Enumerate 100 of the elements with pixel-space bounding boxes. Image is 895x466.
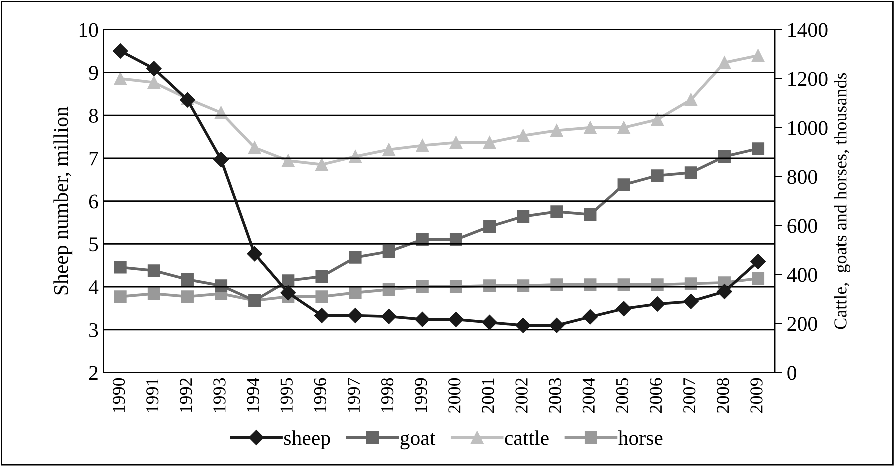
- point: [484, 220, 496, 234]
- y-tick-label: 2: [89, 366, 98, 380]
- point: [181, 273, 194, 286]
- point: [382, 309, 397, 324]
- x-tick-label: 1995: [280, 378, 293, 412]
- point: [618, 178, 630, 192]
- y-tick-label: 5: [90, 238, 98, 252]
- point: [114, 290, 127, 304]
- x-tick-label: 2009: [750, 378, 763, 413]
- y2-tick-label: 0: [788, 366, 796, 380]
- y2-tick-label: 1400: [788, 23, 828, 38]
- point: [752, 272, 765, 285]
- y2-tick-label: 600: [788, 219, 818, 234]
- y-tick-label: 6: [89, 194, 98, 209]
- x-tick-label: 2003: [549, 378, 562, 413]
- point: [280, 285, 296, 301]
- point: [349, 150, 362, 163]
- point: [651, 113, 664, 126]
- point: [416, 139, 429, 152]
- point: [616, 301, 632, 316]
- x-tick-label: 1998: [381, 378, 394, 412]
- x-tick-label: 2001: [482, 378, 494, 413]
- x-tick-label: 1993: [214, 378, 226, 412]
- point: [517, 130, 530, 142]
- x-tick-label: 1996: [314, 378, 326, 412]
- point: [180, 92, 196, 108]
- point: [415, 312, 430, 328]
- y2-tick-label: 1000: [788, 121, 828, 136]
- point: [684, 166, 698, 180]
- x-tick-label: 1999: [415, 378, 428, 412]
- point: [314, 308, 330, 324]
- point: [148, 264, 160, 278]
- legend-label: sheep: [284, 430, 330, 450]
- y-tick-label: 7: [90, 152, 98, 166]
- point: [651, 170, 664, 182]
- point: [717, 284, 732, 300]
- x-tick-label: 2007: [684, 378, 696, 413]
- point: [650, 296, 666, 312]
- legend-label: goat: [400, 433, 436, 450]
- point: [484, 136, 496, 150]
- x-tick-label: 2008: [717, 378, 730, 413]
- x-tick-label: 2005: [616, 378, 629, 413]
- point: [316, 158, 328, 172]
- point: [148, 76, 160, 89]
- point: [482, 315, 498, 330]
- x-tick-label: 1990: [112, 378, 126, 412]
- point: [348, 308, 364, 324]
- x-tick-label: 1994: [247, 378, 260, 412]
- y-tick-label: 3: [90, 323, 98, 338]
- point: [282, 274, 295, 288]
- point: [550, 206, 564, 218]
- y-tick-label: 9: [89, 66, 98, 80]
- x-tick-label: 2006: [650, 378, 662, 413]
- y-tick-label: 10: [80, 23, 98, 38]
- point: [113, 44, 128, 59]
- point: [517, 210, 530, 223]
- point: [181, 290, 194, 304]
- point: [316, 270, 328, 284]
- x-tick-label: 1991: [146, 378, 159, 412]
- point: [316, 290, 328, 304]
- point: [382, 246, 396, 258]
- y2-tick-label: 400: [787, 268, 818, 282]
- point: [382, 144, 396, 156]
- y-tick-label: 4: [88, 280, 99, 294]
- point: [214, 152, 229, 168]
- y2-tick-label: 1200: [788, 72, 828, 86]
- point: [247, 246, 262, 262]
- legend-label: cattle: [505, 430, 549, 446]
- point: [752, 50, 765, 62]
- point: [148, 288, 160, 300]
- point: [282, 154, 295, 168]
- point: [549, 318, 564, 334]
- point: [349, 251, 362, 264]
- x-tick-label: 1997: [348, 378, 360, 412]
- point: [684, 94, 698, 106]
- point: [450, 136, 462, 150]
- y-axis-title: Sheep number, million: [54, 106, 73, 295]
- y-tick-label: 8: [89, 108, 98, 123]
- point: [752, 142, 765, 156]
- point: [248, 142, 262, 154]
- point: [146, 61, 162, 76]
- point: [448, 312, 464, 328]
- point: [550, 124, 564, 138]
- point: [750, 254, 766, 270]
- point: [684, 294, 699, 310]
- point: [584, 122, 597, 134]
- legend-label: horse: [618, 430, 663, 446]
- y2-axis-title: Cattle, goats and horses, thousands: [834, 73, 851, 330]
- point: [114, 261, 127, 274]
- y2-tick-label: 200: [788, 317, 818, 332]
- x-tick-label: 2004: [582, 378, 595, 413]
- point: [584, 208, 597, 222]
- point: [114, 72, 127, 86]
- x-tick-label: 1992: [180, 378, 192, 412]
- x-tick-label: 2002: [516, 378, 528, 413]
- point: [582, 309, 598, 325]
- point: [718, 56, 731, 70]
- x-tick-label: 2000: [448, 378, 461, 413]
- point: [516, 318, 531, 334]
- point: [618, 122, 630, 134]
